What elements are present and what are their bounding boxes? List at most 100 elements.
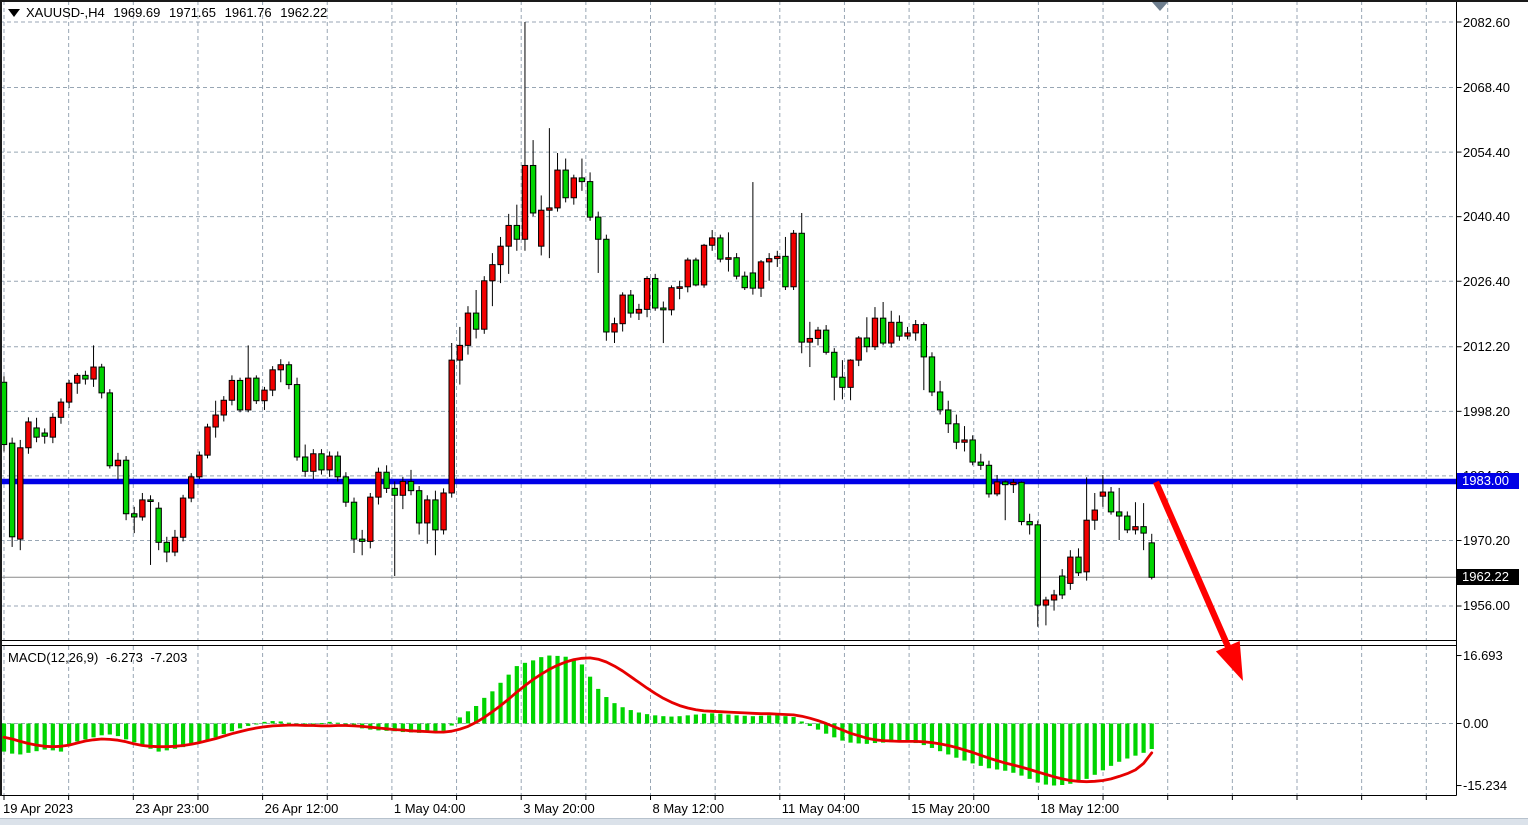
macd-bar [1084,723,1089,779]
candle-up [888,321,895,344]
candle-down [334,455,341,478]
time-axis-label: 11 May 04:00 [781,801,860,816]
level-price-badge: 1983.00 [1457,473,1519,490]
candle-up [188,476,195,499]
macd-bar [758,715,764,724]
candle-down [928,356,936,393]
macd-bar [237,723,243,729]
macd-bar [392,723,397,732]
macd-bar [677,716,682,724]
macd-bar [1100,723,1105,771]
candle-down [1034,524,1041,606]
candle-up [814,329,822,339]
candle-up [1067,556,1074,584]
macd-bar [897,723,902,742]
macd-axis-label: -15.234 [1463,778,1508,794]
macd-bar [83,723,88,740]
price-axis-label: 2068.40 [1463,80,1510,95]
candle-up [440,492,447,531]
candle-up [212,414,219,428]
candles-series [0,22,1155,627]
macd-bar [710,713,715,724]
candle-down [415,490,423,524]
candle-up [1132,526,1139,531]
candle-down [342,476,350,503]
time-axis-label: 18 May 12:00 [1040,801,1120,816]
candle-down [8,442,16,538]
macd-bar [750,716,755,724]
candle-up [912,324,919,334]
macd-bar [783,716,788,724]
macd-bar [1133,723,1138,756]
candle-up [326,455,333,471]
macd-bar [539,657,544,724]
candle-up [310,453,317,472]
macd-bar [620,707,625,724]
bottom-scroll-strip[interactable] [0,818,1528,825]
candle-up [708,237,716,246]
candle-up [245,377,252,411]
candle-down [945,409,952,425]
candle-up [464,312,472,346]
macd-bar [99,723,104,736]
candle-up [448,359,455,494]
candle-up [643,277,651,310]
candle-down [472,312,480,330]
candle-down [1002,481,1009,486]
candle-down [586,181,594,218]
macd-bar [221,723,226,735]
candle-up [570,177,577,199]
ohlc-header: XAUUSD-,H4 1969.69 1971.65 1961.76 1962.… [26,5,332,21]
macd-bar [213,723,218,738]
candle-down [432,499,439,531]
price-axis-label: 2026.40 [1463,273,1510,289]
candle-up [1099,491,1107,497]
candle-down [1026,521,1033,526]
candle-down [253,377,260,402]
time-axis-label: 26 Apr 12:00 [264,801,339,816]
macd-bar [856,723,861,744]
high-value: 1971.65 [169,5,216,20]
price-axis-label: 2054.40 [1463,144,1510,160]
macd-bar [229,723,235,732]
candle-down [391,487,398,496]
candle-down [969,439,976,463]
candle-up [204,426,211,456]
macd-bar [286,722,291,724]
macd-bar [514,666,519,724]
chart-shift-marker-icon[interactable] [1152,2,1168,11]
candle-down [163,541,171,553]
macd-bar [18,723,23,755]
candle-down [33,427,40,438]
candle-up [774,255,781,260]
macd-bar [563,656,568,724]
candle-down [293,384,301,458]
macd-bar [636,712,642,724]
candle-down [1140,526,1147,534]
macd-bar [482,697,487,724]
time-axis-label: 19 Apr 2023 [3,801,74,816]
macd-bar [661,716,666,724]
candle-up [961,439,968,443]
candle-down [977,461,984,466]
candle-up [1083,519,1090,573]
candle-up [399,480,407,496]
macd-bar [791,716,796,724]
candle-down [936,391,944,411]
down-arrow-annotation[interactable] [1153,480,1243,681]
candle-down [236,379,244,411]
candle-up [456,344,464,361]
candle-down [627,294,634,314]
candle-down [147,499,154,502]
macd-bar [278,721,283,724]
candle-up [1050,594,1058,601]
candle-down [318,453,325,471]
macd-bar [986,723,992,769]
macd-bar [531,660,536,724]
macd-bar [1027,723,1032,779]
time-axis-label: 23 Apr 23:00 [135,801,210,816]
macd-bar [1051,723,1057,786]
candle-down [896,321,903,337]
macd-bar [124,723,129,740]
